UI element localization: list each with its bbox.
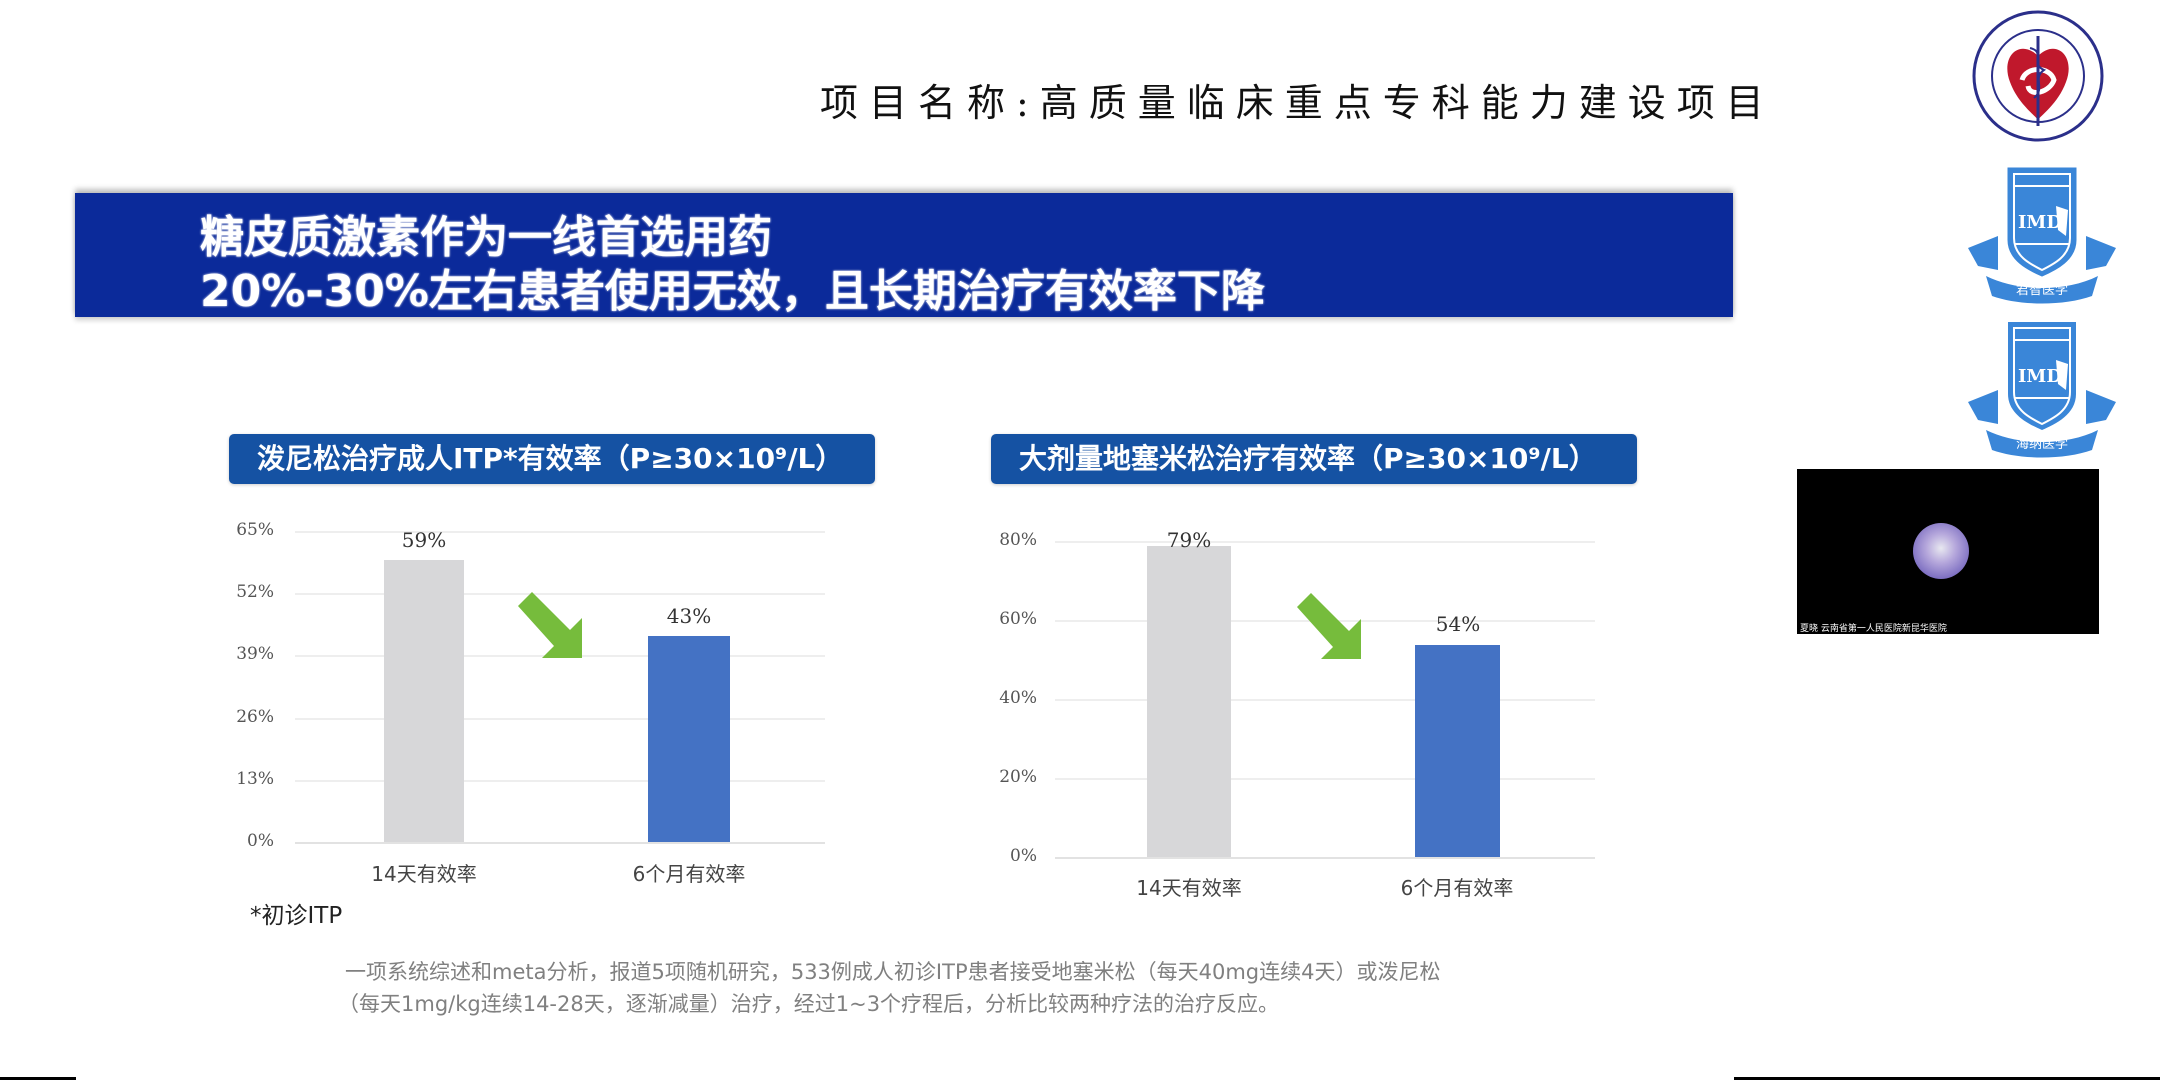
sichuan-foundation-logo-icon bbox=[1972, 10, 2104, 142]
bar-6month bbox=[648, 636, 730, 842]
bottom-edge-right bbox=[1734, 1077, 2160, 1080]
footnote: *初诊ITP bbox=[250, 903, 343, 929]
headline-banner: 糖皮质激素作为一线首选用药 20%-30%左右患者使用无效，且长期治疗有效率下降 bbox=[75, 193, 1733, 317]
x-category-label: 14天有效率 bbox=[1136, 876, 1242, 900]
y-tick: 20% bbox=[999, 767, 1037, 787]
gridline bbox=[295, 593, 825, 595]
y-tick: 13% bbox=[236, 769, 274, 789]
headline-line-1: 糖皮质激素作为一线首选用药 bbox=[200, 212, 772, 263]
imd-junzhi-logo-icon: IMD 君智医学 bbox=[1968, 167, 2116, 304]
participant-name: 夏晓 云南省第一人民医院新昆华医院 bbox=[1800, 624, 1947, 634]
bar-value-label: 54% bbox=[1435, 612, 1481, 636]
bar-value-label: 43% bbox=[666, 604, 712, 628]
gridline bbox=[295, 718, 825, 720]
description-line-2: （每天1mg/kg连续14-28天，逐渐减量）治疗，经过1~3个疗程后，分析比较… bbox=[338, 992, 1280, 1016]
bar-value-label: 79% bbox=[1166, 528, 1212, 552]
y-tick: 39% bbox=[236, 644, 274, 664]
svg-text:IMD: IMD bbox=[2018, 366, 2062, 387]
ribbon-text: 海纳医学 bbox=[2016, 436, 2068, 452]
slide-canvas bbox=[75, 0, 1733, 1080]
gridline bbox=[1055, 699, 1595, 701]
x-axis-line bbox=[1055, 857, 1595, 859]
x-category-label: 6个月有效率 bbox=[632, 862, 746, 886]
y-tick: 26% bbox=[236, 707, 274, 727]
y-tick: 60% bbox=[999, 609, 1037, 629]
headline-line-2: 20%-30%左右患者使用无效，且长期治疗有效率下降 bbox=[200, 266, 1265, 317]
y-tick: 65% bbox=[236, 520, 274, 540]
ribbon-text: 君智医学 bbox=[2016, 282, 2068, 298]
y-tick: 52% bbox=[236, 582, 274, 602]
y-tick: 0% bbox=[1010, 846, 1037, 866]
bottom-edge-left bbox=[0, 1077, 76, 1080]
bar-14day bbox=[1147, 546, 1231, 857]
project-title: 项目名称:高质量临床重点专科能力建设项目 bbox=[820, 81, 1775, 125]
y-tick: 40% bbox=[999, 688, 1037, 708]
bar-value-label: 59% bbox=[401, 528, 447, 552]
x-axis-line bbox=[295, 842, 825, 844]
down-arrow-icon bbox=[1297, 593, 1361, 659]
gridline bbox=[1055, 778, 1595, 780]
video-participant-tile[interactable]: 夏晓 云南省第一人民医院新昆华医院 bbox=[1797, 469, 2099, 634]
down-arrow-icon bbox=[518, 592, 582, 658]
gridline bbox=[295, 780, 825, 782]
chart-title-dexamethasone: 大剂量地塞米松治疗有效率（P≥30×10⁹/L） bbox=[991, 434, 1637, 484]
y-tick: 0% bbox=[247, 831, 274, 851]
bar-6month bbox=[1415, 645, 1500, 857]
gridline bbox=[1055, 541, 1595, 543]
gridline bbox=[295, 531, 825, 533]
bar-14day bbox=[384, 560, 464, 842]
y-tick: 80% bbox=[999, 530, 1037, 550]
participant-avatar bbox=[1913, 523, 1969, 579]
x-category-label: 6个月有效率 bbox=[1400, 876, 1514, 900]
svg-text:IMD: IMD bbox=[2018, 212, 2062, 233]
imd-haina-logo-icon: IMD 海纳医学 bbox=[1968, 322, 2116, 458]
x-category-label: 14天有效率 bbox=[371, 862, 477, 886]
chart-title-prednisone: 泼尼松治疗成人ITP*有效率（P≥30×10⁹/L） bbox=[229, 434, 875, 484]
description-line-1: 一项系统综述和meta分析，报道5项随机研究，533例成人初诊ITP患者接受地塞… bbox=[345, 960, 1441, 984]
